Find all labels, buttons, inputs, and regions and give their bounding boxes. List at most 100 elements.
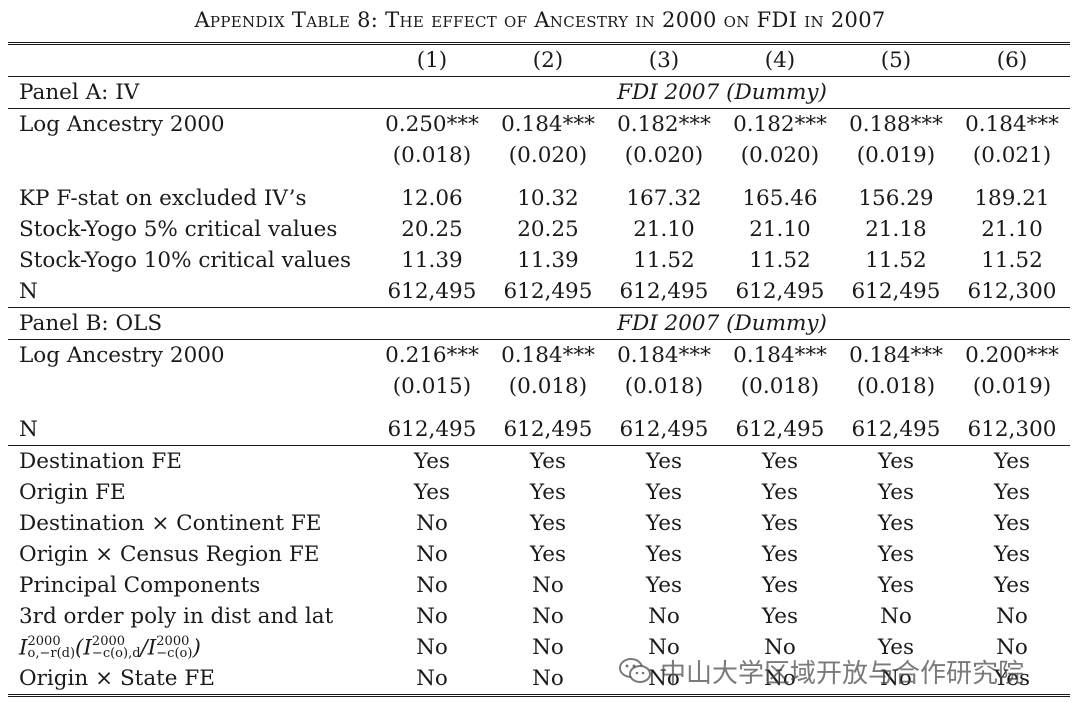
coef-cell: 0.182*** bbox=[721, 108, 838, 140]
control-cell: Yes bbox=[953, 663, 1070, 697]
control-cell: Yes bbox=[721, 445, 838, 477]
panel-b-label: Panel B: OLS bbox=[8, 307, 374, 340]
se-cell: (0.018) bbox=[392, 143, 472, 168]
wechat-icon bbox=[618, 656, 652, 686]
control-cell: Yes bbox=[877, 511, 915, 536]
stat-cell: 11.52 bbox=[865, 248, 927, 273]
control-cell: No bbox=[648, 604, 680, 629]
row-label: Origin × State FE bbox=[8, 663, 374, 697]
se-cell: (0.019) bbox=[972, 374, 1052, 399]
panel-a-se-row: (0.018) (0.020) (0.020) (0.020) (0.019) … bbox=[8, 140, 1070, 171]
stat-cell: 21.10 bbox=[749, 217, 811, 242]
control-cell: Yes bbox=[645, 573, 683, 598]
se-cell: (0.018) bbox=[856, 374, 936, 399]
control-cell: Yes bbox=[877, 542, 915, 567]
coef-cell: 0.184*** bbox=[489, 339, 606, 371]
control-cell: Yes bbox=[761, 480, 799, 505]
control-cell: Yes bbox=[993, 542, 1031, 567]
control-cell: Yes bbox=[761, 542, 799, 567]
control-cell: Yes bbox=[953, 445, 1070, 477]
panel-b-se-row: (0.015) (0.018) (0.018) (0.018) (0.018) … bbox=[8, 371, 1070, 402]
row-label: Origin × Census Region FE bbox=[19, 542, 320, 567]
row-label: Destination × Continent FE bbox=[19, 511, 322, 536]
stat-cell: 11.39 bbox=[401, 248, 463, 273]
control-cell: No bbox=[416, 542, 448, 567]
row-label: Stock-Yogo 10% critical values bbox=[19, 248, 352, 273]
stat-cell: 21.18 bbox=[865, 217, 927, 242]
coef-cell: 0.184*** bbox=[489, 108, 606, 140]
control-cell: Yes bbox=[645, 480, 683, 505]
control-cell: No bbox=[532, 635, 564, 660]
coef-cell: 0.184*** bbox=[953, 108, 1070, 140]
coef-cell: 0.250*** bbox=[373, 108, 490, 140]
stat-cell: 612,495 bbox=[735, 417, 825, 442]
control-cell: No bbox=[605, 663, 722, 697]
stat-cell: 21.10 bbox=[981, 217, 1043, 242]
coef-cell: 0.184*** bbox=[721, 339, 838, 371]
stat-cell: 612,495 bbox=[387, 279, 477, 304]
table-row: N 612,495 612,495 612,495 612,495 612,49… bbox=[8, 414, 1070, 446]
control-cell: No bbox=[373, 663, 490, 697]
row-label: Log Ancestry 2000 bbox=[8, 108, 374, 140]
coef-cell: 0.216*** bbox=[373, 339, 490, 371]
row-label: N bbox=[19, 417, 38, 442]
se-cell: (0.020) bbox=[508, 143, 588, 168]
control-cell: Yes bbox=[993, 480, 1031, 505]
stat-cell: 612,495 bbox=[735, 279, 825, 304]
row-label-math: I 2000 o,−r(d) (I 2000 −c(o),d/I 2000 −c(o)) bbox=[8, 632, 374, 663]
stat-cell: 20.25 bbox=[517, 217, 579, 242]
se-cell: (0.018) bbox=[740, 374, 820, 399]
control-cell: No bbox=[837, 663, 954, 697]
control-cell: Yes bbox=[529, 542, 567, 567]
table-row: Origin × Census Region FE No Yes Yes Yes… bbox=[8, 539, 1070, 570]
control-cell: No bbox=[416, 573, 448, 598]
table-row: I 2000 o,−r(d) (I 2000 −c(o),d/I 2000 −c(o)) No… bbox=[8, 632, 1070, 663]
stat-cell: 167.32 bbox=[626, 186, 702, 211]
control-cell: Yes bbox=[877, 635, 915, 660]
row-label: Principal Components bbox=[19, 573, 261, 598]
control-cell: No bbox=[648, 635, 680, 660]
watermark: 中山大学区域开放与合作研究院 bbox=[618, 654, 1058, 689]
control-cell: Yes bbox=[877, 480, 915, 505]
table-row: Principal Components No No Yes Yes Yes Y… bbox=[8, 570, 1070, 601]
column-header-row: (1) (2) (3) (4) (5) (6) bbox=[8, 42, 1070, 77]
stat-cell: 156.29 bbox=[858, 186, 934, 211]
row-label: Log Ancestry 2000 bbox=[8, 339, 374, 371]
control-cell: Yes bbox=[373, 445, 490, 477]
control-cell: Yes bbox=[529, 511, 567, 536]
control-cell: Yes bbox=[761, 511, 799, 536]
row-label: 3rd order poly in dist and lat bbox=[19, 604, 334, 629]
coef-cell: 0.200*** bbox=[953, 339, 1070, 371]
control-cell: Yes bbox=[993, 573, 1031, 598]
panel-a-dependent-variable: FDI 2007 (Dummy) bbox=[373, 76, 1070, 109]
control-cell: No bbox=[764, 635, 796, 660]
control-cell: Yes bbox=[837, 445, 954, 477]
table-caption: Appendix Table 8: The effect of Ancestry… bbox=[194, 8, 886, 32]
control-cell: No bbox=[880, 604, 912, 629]
stat-cell: 612,495 bbox=[503, 417, 593, 442]
control-cell: Yes bbox=[761, 604, 799, 629]
se-cell: (0.020) bbox=[740, 143, 820, 168]
control-cell: No bbox=[996, 604, 1028, 629]
control-cell: Yes bbox=[529, 480, 567, 505]
row-label: Stock-Yogo 5% critical values bbox=[19, 217, 338, 242]
table-row: Origin × State FE No No No No No Yes bbox=[8, 663, 1070, 697]
stat-cell: 11.52 bbox=[981, 248, 1043, 273]
col-header: (4) bbox=[721, 42, 838, 77]
stat-cell: 612,495 bbox=[387, 417, 477, 442]
control-cell: No bbox=[489, 663, 606, 697]
coef-cell: 0.182*** bbox=[605, 108, 722, 140]
table-row: Destination × Continent FE No Yes Yes Ye… bbox=[8, 508, 1070, 539]
control-cell: No bbox=[532, 573, 564, 598]
row-label: Origin FE bbox=[19, 480, 126, 505]
table-row: N 612,495 612,495 612,495 612,495 612,49… bbox=[8, 276, 1070, 308]
row-label: KP F-stat on excluded IV’s bbox=[19, 186, 307, 211]
col-header: (6) bbox=[953, 42, 1070, 77]
se-cell: (0.020) bbox=[624, 143, 704, 168]
se-cell: (0.018) bbox=[624, 374, 704, 399]
control-cell: No bbox=[416, 635, 448, 660]
stat-cell: 11.52 bbox=[749, 248, 811, 273]
stat-cell: 612,495 bbox=[619, 279, 709, 304]
control-cell: Yes bbox=[761, 573, 799, 598]
table-row: Stock-Yogo 5% critical values 20.25 20.2… bbox=[8, 214, 1070, 245]
